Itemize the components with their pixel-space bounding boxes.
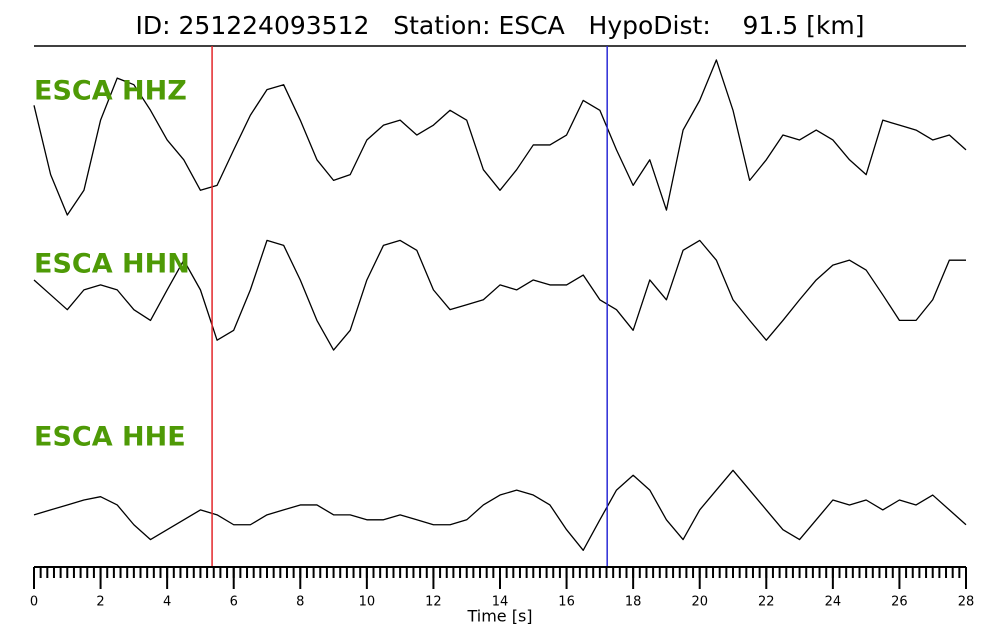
trace-line [33,239,966,351]
x-tick-label: 22 [758,595,775,610]
trace-label: ESCA HHE [34,422,186,453]
trace-label: ESCA HHZ [34,76,187,107]
x-tick-label: 26 [891,595,908,610]
x-tick-label: 6 [230,595,238,610]
x-tick-label: 24 [825,595,842,610]
x-tick-label: 14 [492,595,509,610]
x-tick-label: 2 [96,595,104,610]
x-tick-label: 12 [425,595,442,610]
chart-title: ID: 251224093512 Station: ESCA HypoDist:… [136,11,865,40]
x-tick-label: 10 [359,595,376,610]
x-tick-label: 0 [30,595,38,610]
x-tick-label: 28 [958,595,975,610]
x-tick-label: 4 [163,595,171,610]
trace-line [33,469,967,551]
trace-label: ESCA HHN [34,249,190,280]
x-axis-label: Time [s] [466,607,532,626]
x-tick-label: 20 [691,595,708,610]
x-tick-label: 16 [558,595,575,610]
x-tick-label: 8 [296,595,304,610]
trace-line [33,59,967,216]
x-tick-label: 18 [625,595,642,610]
